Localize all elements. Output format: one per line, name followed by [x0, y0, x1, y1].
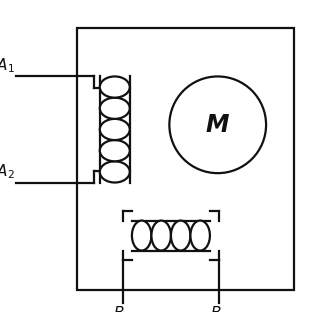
Ellipse shape — [100, 98, 130, 119]
Ellipse shape — [100, 76, 130, 98]
Ellipse shape — [171, 221, 190, 251]
Ellipse shape — [151, 221, 171, 251]
Ellipse shape — [190, 221, 210, 251]
Text: M: M — [206, 113, 229, 137]
Ellipse shape — [100, 119, 130, 140]
Text: $A_2$: $A_2$ — [0, 162, 15, 181]
Ellipse shape — [100, 161, 130, 183]
Text: $B_1$: $B_1$ — [114, 304, 132, 312]
Ellipse shape — [100, 140, 130, 161]
Ellipse shape — [132, 221, 151, 251]
Text: $A_1$: $A_1$ — [0, 56, 15, 75]
Text: $B_2$: $B_2$ — [210, 304, 228, 312]
